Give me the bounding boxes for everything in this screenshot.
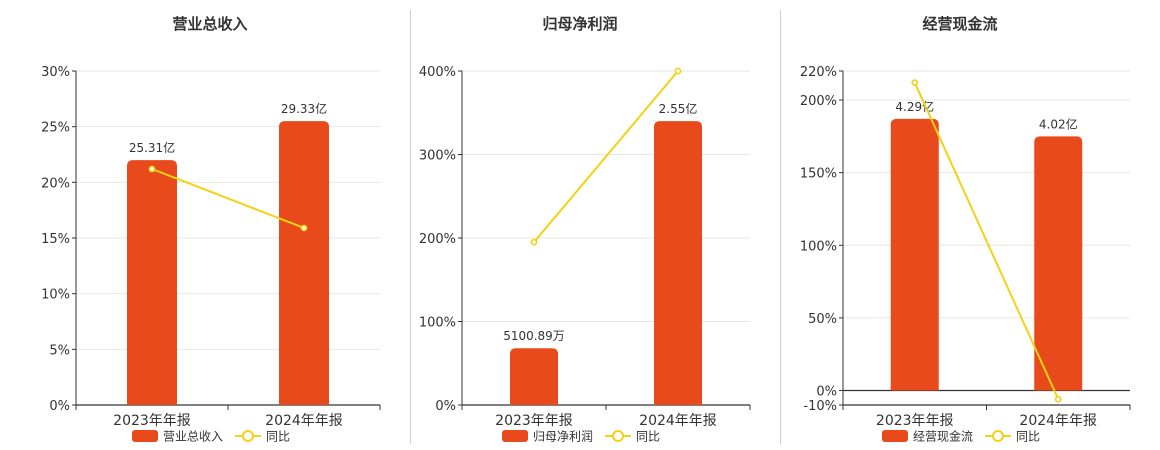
legend-line-label: 同比 — [266, 430, 290, 444]
legend-line-marker — [612, 430, 624, 442]
chart-title: 经营现金流 — [922, 15, 997, 33]
y-tick-label: 10% — [41, 288, 70, 303]
y-tick-label: 150% — [800, 167, 837, 182]
y-tick-label: 200% — [800, 94, 837, 109]
legend-bar-label: 经营现金流 — [913, 429, 973, 444]
bar — [1034, 136, 1083, 391]
y-tick-label: 0% — [816, 384, 837, 399]
legend-line-marker — [242, 430, 254, 442]
bar — [890, 118, 939, 391]
y-tick-label: 50% — [808, 312, 837, 327]
bar — [127, 160, 177, 405]
y-tick-label: 20% — [41, 176, 70, 191]
yoy-point — [300, 224, 308, 232]
y-tick-label: 100% — [419, 316, 456, 331]
x-tick-label: 2024年年报 — [1019, 413, 1097, 429]
x-tick-label: 2023年年报 — [113, 413, 191, 429]
y-tick-label: 100% — [800, 239, 837, 254]
yoy-point — [1054, 395, 1062, 403]
yoy-line — [913, 82, 1060, 400]
y-tick-label: 25% — [41, 121, 70, 136]
bar-data-label: 25.31亿 — [129, 140, 175, 155]
legend-line-label: 同比 — [1016, 430, 1040, 444]
chart-panel-2: 归母净利润 0% 100% 200% 300% 400% 2023年年报 2024年年报 510… — [419, 15, 751, 444]
bar — [279, 121, 329, 405]
x-tick-label: 2024年年报 — [639, 413, 717, 429]
x-tick-label: 2024年年报 — [265, 413, 343, 429]
legend-bar-swatch — [502, 430, 528, 442]
yoy-point — [530, 238, 538, 246]
legend-line-label: 同比 — [636, 430, 660, 444]
chart-panel-3: 经营现金流 -10%0% 50% 100% 150% 200% 220% 2023年年报 202… — [800, 15, 1131, 444]
y-tick-label: 220% — [800, 65, 837, 80]
bar-data-label: 5100.89万 — [503, 329, 565, 343]
legend-line-marker — [992, 430, 1004, 442]
y-tick-label: 0% — [435, 399, 456, 414]
yoy-line — [533, 70, 679, 243]
y-tick-label: 0% — [49, 399, 70, 414]
y-tick-label: -10% — [803, 399, 837, 414]
yoy-point — [911, 79, 919, 87]
bar-data-label: 2.55亿 — [659, 101, 698, 116]
legend-bar-swatch — [132, 430, 158, 442]
panel-divider-1 — [410, 10, 411, 444]
x-tick-label: 2023年年报 — [495, 413, 573, 429]
bar-data-label: 29.33亿 — [281, 101, 327, 116]
y-tick-label: 15% — [41, 232, 70, 247]
chart-title: 营业总收入 — [172, 15, 247, 33]
panel-divider-2 — [780, 10, 781, 444]
y-tick-label: 200% — [419, 232, 456, 247]
bar — [654, 121, 702, 405]
legend-bar-swatch — [882, 430, 908, 442]
y-tick-label: 30% — [41, 65, 70, 80]
yoy-point — [148, 165, 156, 173]
yoy-point — [674, 67, 682, 75]
bar-data-label: 4.02亿 — [1039, 116, 1078, 131]
chart-panel-1: 营业总收入 0% 5% 10% 15% 20% 25% 30% 2023年年报 2024年年报 25… — [41, 15, 381, 444]
legend-bar-label: 营业总收入 — [163, 430, 223, 444]
x-tick-label: 2023年年报 — [876, 413, 954, 429]
yoy-line — [151, 168, 305, 229]
legend-bar-label: 归母净利润 — [533, 430, 593, 444]
y-tick-label: 400% — [419, 65, 456, 80]
chart-title: 归母净利润 — [542, 15, 617, 33]
bar — [510, 348, 558, 405]
y-tick-label: 300% — [419, 149, 456, 164]
y-tick-label: 5% — [49, 343, 70, 358]
